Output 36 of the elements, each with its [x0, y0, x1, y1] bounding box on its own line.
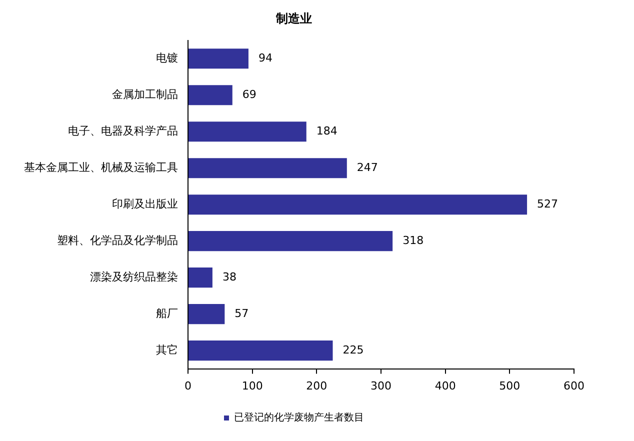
x-tick-label: 400 — [434, 379, 456, 392]
bar — [188, 231, 393, 252]
y-tick-label: 印刷及出版业 — [112, 197, 178, 210]
data-label: 69 — [242, 88, 256, 101]
data-label: 318 — [402, 234, 424, 247]
bar — [188, 340, 333, 361]
x-tick-label: 100 — [242, 379, 263, 392]
data-label: 225 — [342, 343, 364, 356]
data-label: 184 — [316, 124, 338, 138]
legend-label: 已登记的化学废物产生者数目 — [234, 412, 364, 424]
y-tick-label: 漂染及纺织品整染 — [90, 270, 178, 284]
data-label: 94 — [258, 52, 272, 65]
x-tick-label: 0 — [184, 379, 192, 392]
y-tick-label: 塑料、化学品及化学制品 — [57, 234, 178, 247]
data-label: 527 — [537, 197, 558, 210]
y-tick-label: 电子、电器及科学产品 — [68, 124, 178, 138]
x-tick-label: 600 — [564, 379, 584, 392]
data-label: 38 — [222, 270, 236, 284]
bar — [188, 158, 347, 178]
x-tick-label: 200 — [306, 379, 328, 392]
bar — [188, 48, 248, 69]
bar — [188, 122, 306, 142]
y-tick-label: 其它 — [156, 343, 178, 356]
y-tick-label: 金属加工制品 — [112, 88, 178, 101]
bar — [188, 85, 232, 106]
data-label: 247 — [356, 160, 378, 174]
bar — [188, 194, 528, 215]
y-tick-label: 基本金属工业、机械及运输工具 — [24, 160, 178, 174]
chart-title: 制造业 — [275, 11, 312, 26]
y-tick-label: 电镀 — [156, 52, 178, 65]
bar — [188, 268, 212, 288]
y-tick-label: 船厂 — [156, 306, 178, 320]
bar — [188, 304, 225, 324]
x-tick-label: 500 — [499, 379, 520, 392]
data-label: 57 — [234, 306, 249, 320]
x-tick-label: 300 — [370, 379, 392, 392]
